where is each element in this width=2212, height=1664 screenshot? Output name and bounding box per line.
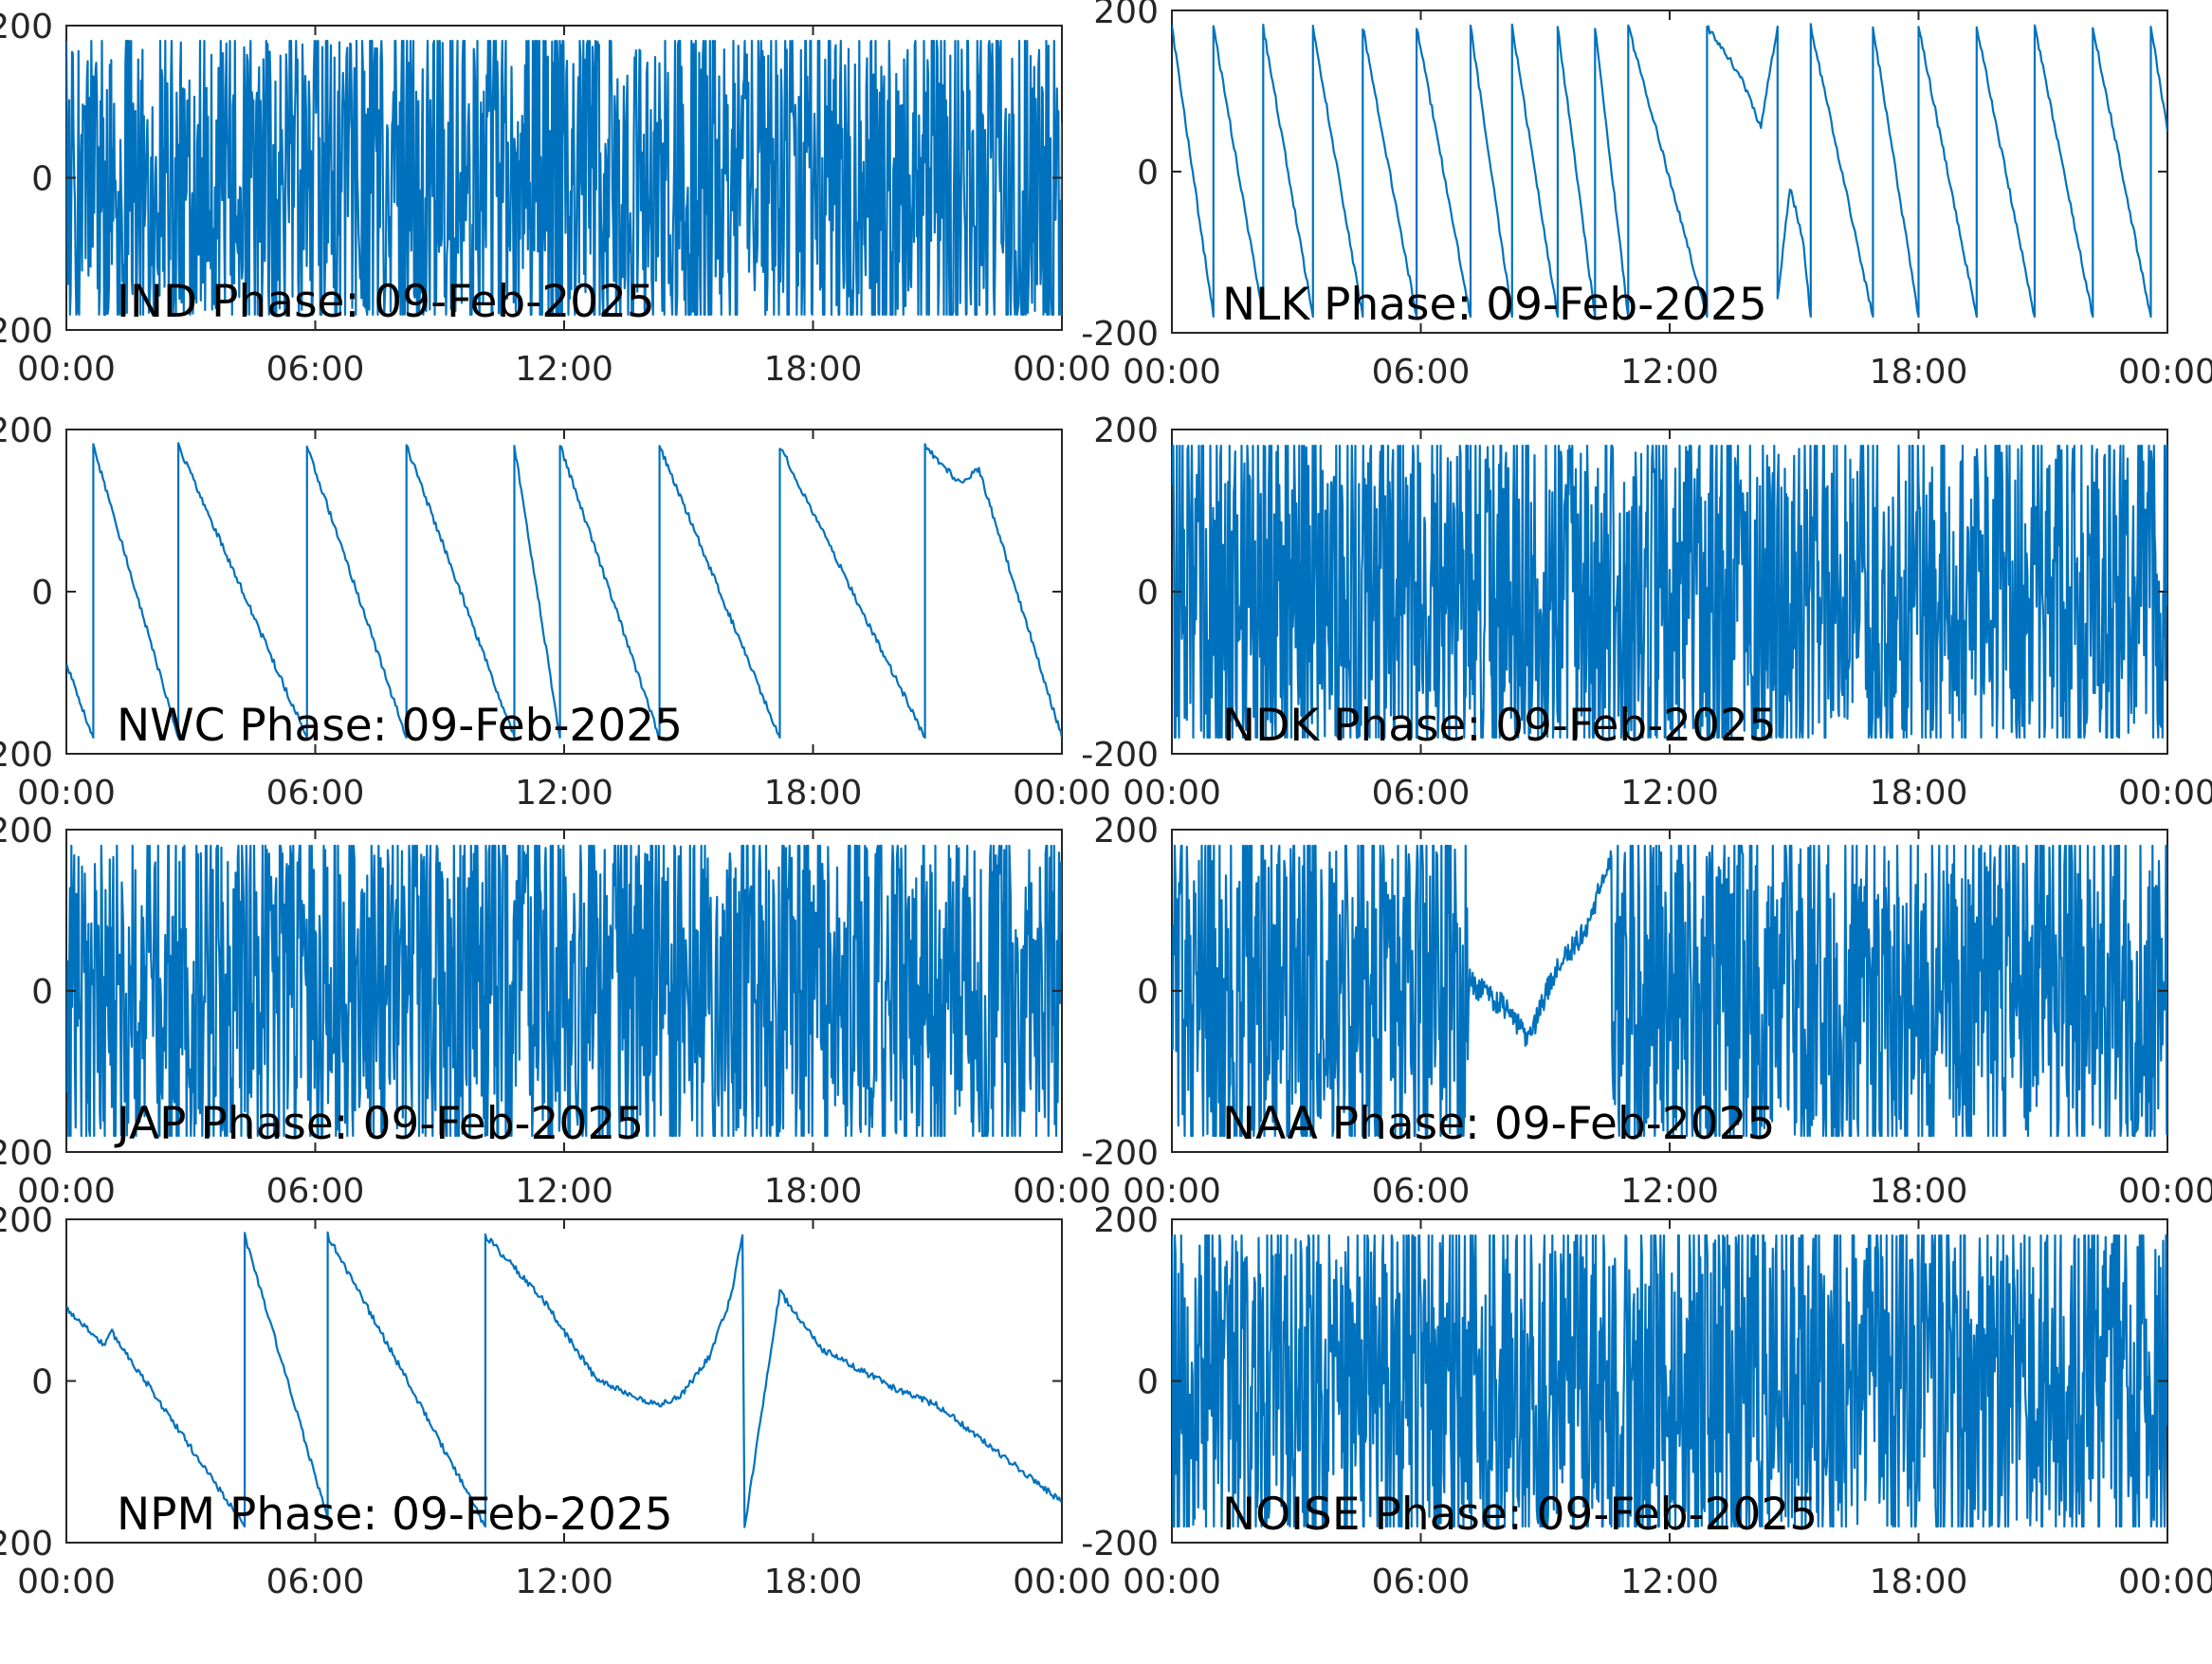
y-tick-label: 200 [0, 1201, 53, 1240]
series-line [1172, 445, 2167, 739]
panel-title: IND Phase: 09-Feb-2025 [117, 276, 655, 328]
y-tick-label: 200 [1093, 812, 1159, 850]
x-tick-label: 18:00 [1870, 353, 1968, 392]
panel-title: JAP Phase: 09-Feb-2025 [114, 1098, 644, 1150]
x-tick-label: 06:00 [1372, 1563, 1471, 1601]
x-tick-label: 12:00 [515, 774, 613, 813]
y-tick-label: -200 [0, 312, 53, 351]
x-tick-label: 18:00 [764, 774, 863, 813]
series-line [1172, 1234, 2167, 1528]
x-tick-label: 00:00 [2118, 774, 2212, 813]
y-tick-label: 0 [31, 574, 53, 613]
panel-title: NAA Phase: 09-Feb-2025 [1222, 1098, 1775, 1150]
panel-title: NLK Phase: 09-Feb-2025 [1222, 279, 1767, 331]
x-tick-label: 00:00 [1013, 774, 1111, 813]
y-tick-label: 200 [1093, 411, 1159, 450]
x-tick-label: 18:00 [1870, 1563, 1968, 1601]
x-tick-label: 00:00 [17, 774, 116, 813]
y-tick-label: 0 [1137, 973, 1159, 1012]
x-tick-label: 18:00 [764, 1172, 863, 1211]
panel-title: NPM Phase: 09-Feb-2025 [117, 1489, 673, 1541]
x-tick-label: 00:00 [2118, 353, 2212, 392]
panel-title: NOISE Phase: 09-Feb-2025 [1222, 1489, 1818, 1541]
y-tick-label: 0 [31, 1363, 53, 1402]
y-tick-label: 0 [1137, 154, 1159, 192]
x-tick-label: 06:00 [266, 774, 365, 813]
x-tick-label: 06:00 [1372, 1172, 1471, 1211]
x-tick-label: 00:00 [2118, 1172, 2212, 1211]
y-tick-label: -200 [0, 1134, 53, 1173]
x-tick-label: 12:00 [515, 350, 613, 389]
x-tick-label: 00:00 [1123, 1172, 1221, 1211]
y-tick-label: -200 [0, 1525, 53, 1563]
y-tick-label: 0 [31, 160, 53, 199]
x-tick-label: 06:00 [266, 1172, 365, 1211]
x-tick-label: 12:00 [1620, 1563, 1719, 1601]
x-tick-label: 00:00 [1123, 1563, 1221, 1601]
x-tick-label: 00:00 [17, 350, 116, 389]
x-tick-label: 00:00 [1123, 353, 1221, 392]
series-line [66, 442, 1062, 739]
x-tick-label: 00:00 [1013, 1563, 1111, 1601]
series-line [66, 40, 1062, 316]
panel-title: NWC Phase: 09-Feb-2025 [117, 700, 683, 752]
y-tick-label: 200 [0, 411, 53, 450]
y-tick-label: -200 [1081, 315, 1159, 354]
x-tick-label: 12:00 [1620, 774, 1719, 813]
x-tick-label: 18:00 [764, 350, 863, 389]
x-tick-label: 00:00 [17, 1172, 116, 1211]
x-tick-label: 06:00 [1372, 353, 1471, 392]
series-line [1172, 23, 2167, 319]
x-tick-label: 12:00 [1620, 353, 1719, 392]
x-tick-label: 00:00 [2118, 1563, 2212, 1601]
x-tick-label: 18:00 [1870, 1172, 1968, 1211]
y-tick-label: 0 [31, 973, 53, 1012]
x-tick-label: 06:00 [1372, 774, 1471, 813]
series-line [1172, 844, 2167, 1138]
y-tick-label: 200 [1093, 1201, 1159, 1240]
x-tick-label: 18:00 [764, 1563, 863, 1601]
x-tick-label: 00:00 [1123, 774, 1221, 813]
y-tick-label: 0 [1137, 1363, 1159, 1402]
x-tick-label: 12:00 [515, 1563, 613, 1601]
y-tick-label: -200 [1081, 736, 1159, 775]
series-line [66, 1231, 1062, 1528]
x-tick-label: 06:00 [266, 350, 365, 389]
y-tick-label: 200 [1093, 0, 1159, 31]
x-tick-label: 06:00 [266, 1563, 365, 1601]
x-tick-label: 00:00 [1013, 1172, 1111, 1211]
series-line [66, 844, 1062, 1138]
y-tick-label: -200 [1081, 1134, 1159, 1173]
x-tick-label: 18:00 [1870, 774, 1968, 813]
panel-title: NDK Phase: 09-Feb-2025 [1222, 700, 1777, 752]
y-tick-label: -200 [1081, 1525, 1159, 1563]
x-tick-label: 00:00 [17, 1563, 116, 1601]
y-tick-label: 200 [0, 812, 53, 850]
x-tick-label: 00:00 [1013, 350, 1111, 389]
y-tick-label: 0 [1137, 574, 1159, 613]
y-tick-label: -200 [0, 736, 53, 775]
y-tick-label: 200 [0, 8, 53, 46]
x-tick-label: 12:00 [1620, 1172, 1719, 1211]
x-tick-label: 12:00 [515, 1172, 613, 1211]
